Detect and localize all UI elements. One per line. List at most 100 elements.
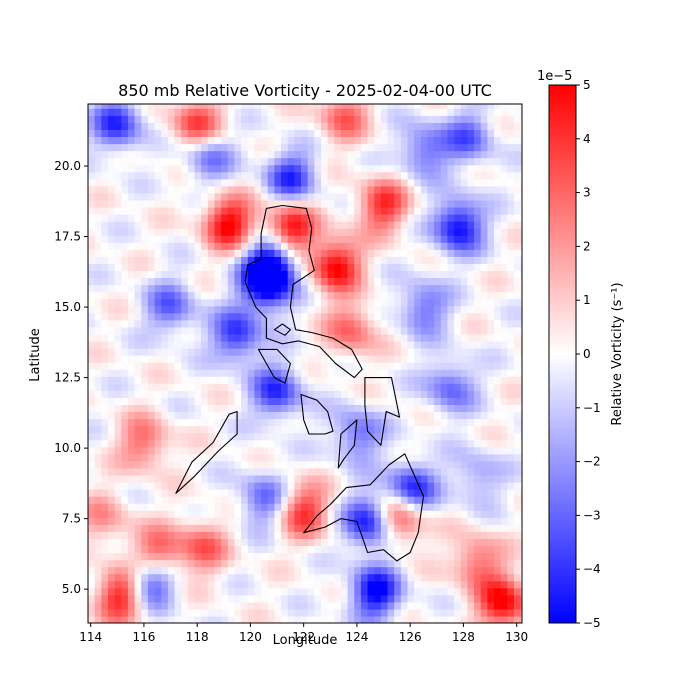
heatmap-cell (101, 347, 109, 356)
heatmap-cell (414, 298, 422, 307)
heatmap-cell (134, 594, 142, 603)
heatmap-cell (380, 411, 389, 420)
heatmap-cell (347, 446, 355, 455)
heatmap-cell (387, 347, 395, 356)
heatmap-cell (514, 104, 522, 109)
heatmap-cell (367, 298, 375, 307)
heatmap-cell (88, 347, 96, 356)
heatmap-cell (121, 143, 129, 152)
heatmap-cell (467, 587, 475, 596)
heatmap-cell (134, 538, 142, 547)
heatmap-cell (234, 249, 242, 257)
heatmap-cell (367, 453, 375, 462)
heatmap-cell (454, 108, 462, 116)
heatmap-cell (487, 446, 495, 455)
heatmap-cell (241, 326, 249, 335)
heatmap-cell (420, 206, 429, 215)
heatmap-cell (474, 136, 482, 145)
heatmap-cell (320, 305, 329, 314)
heatmap-cell (261, 552, 269, 561)
heatmap-cell (494, 319, 502, 328)
heatmap-cell (281, 594, 289, 603)
heatmap-cell (500, 136, 508, 145)
heatmap-cell (187, 467, 196, 476)
heatmap-cell (201, 355, 209, 363)
heatmap-cell (400, 235, 409, 243)
heatmap-cell (227, 559, 236, 568)
heatmap-cell (234, 115, 242, 123)
heatmap-cell (447, 538, 455, 547)
heatmap-cell (201, 601, 209, 610)
heatmap-cell (127, 467, 136, 476)
heatmap-cell (447, 312, 455, 321)
heatmap-cell (454, 524, 462, 532)
heatmap-cell (267, 566, 275, 575)
heatmap-cell (514, 524, 522, 532)
heatmap-cell (394, 559, 402, 568)
heatmap-cell (281, 496, 289, 504)
heatmap-cell (314, 115, 322, 123)
heatmap-cell (347, 221, 355, 229)
heatmap-cell (181, 277, 189, 286)
x-tick-label: 128 (452, 630, 475, 644)
heatmap-cell (88, 390, 96, 398)
heatmap-cell (254, 594, 262, 603)
heatmap-cell (474, 383, 482, 391)
heatmap-cell (414, 446, 422, 455)
heatmap-cell (334, 355, 342, 363)
heatmap-cell (347, 390, 355, 398)
heatmap-cell (281, 104, 289, 109)
heatmap-cell (221, 425, 229, 434)
heatmap-cell (134, 270, 142, 279)
heatmap-cell (487, 496, 495, 504)
heatmap-cell (221, 489, 229, 497)
heatmap-cell (88, 601, 96, 610)
heatmap-cell (460, 263, 469, 272)
heatmap-cell (187, 552, 196, 561)
heatmap-cell (447, 143, 455, 152)
heatmap-cell (247, 601, 256, 610)
heatmap-cell (134, 235, 142, 243)
heatmap-cell (407, 122, 415, 130)
heatmap-cell (241, 552, 249, 561)
heatmap-cell (394, 411, 402, 420)
heatmap-cell (420, 446, 429, 455)
heatmap-cell (127, 150, 136, 159)
heatmap-cell (227, 333, 236, 342)
heatmap-cell (327, 185, 335, 194)
heatmap-cell (121, 333, 129, 342)
heatmap-cell (127, 446, 136, 455)
heatmap-cell (161, 608, 169, 617)
heatmap-cell (387, 214, 395, 222)
heatmap-cell (274, 136, 282, 145)
heatmap-cell (360, 150, 369, 159)
heatmap-cell (434, 228, 442, 236)
heatmap-cell (301, 270, 309, 279)
heatmap-cell (121, 291, 129, 300)
heatmap-cell (414, 104, 422, 109)
heatmap-cell (380, 446, 389, 455)
heatmap-cell (400, 496, 409, 504)
heatmap-cell (340, 397, 349, 405)
heatmap-cell (307, 284, 315, 293)
heatmap-cell (447, 601, 455, 610)
heatmap-cell (274, 601, 282, 610)
heatmap-cell (334, 566, 342, 575)
heatmap-cell (460, 355, 469, 363)
heatmap-cell (494, 256, 502, 264)
heatmap-cell (480, 418, 488, 427)
heatmap-cell (394, 566, 402, 575)
heatmap-cell (387, 270, 395, 279)
heatmap-cell (101, 129, 109, 138)
heatmap-cell (447, 104, 455, 109)
heatmap-cell (420, 221, 429, 229)
heatmap-cell (354, 284, 362, 293)
heatmap-cell (107, 129, 116, 138)
heatmap-cell (187, 538, 196, 547)
heatmap-cell (234, 108, 242, 116)
heatmap-cell (354, 601, 362, 610)
heatmap-cell (107, 256, 116, 264)
heatmap-cell (507, 164, 515, 173)
heatmap-cell (141, 446, 149, 455)
heatmap-cell (167, 291, 176, 300)
